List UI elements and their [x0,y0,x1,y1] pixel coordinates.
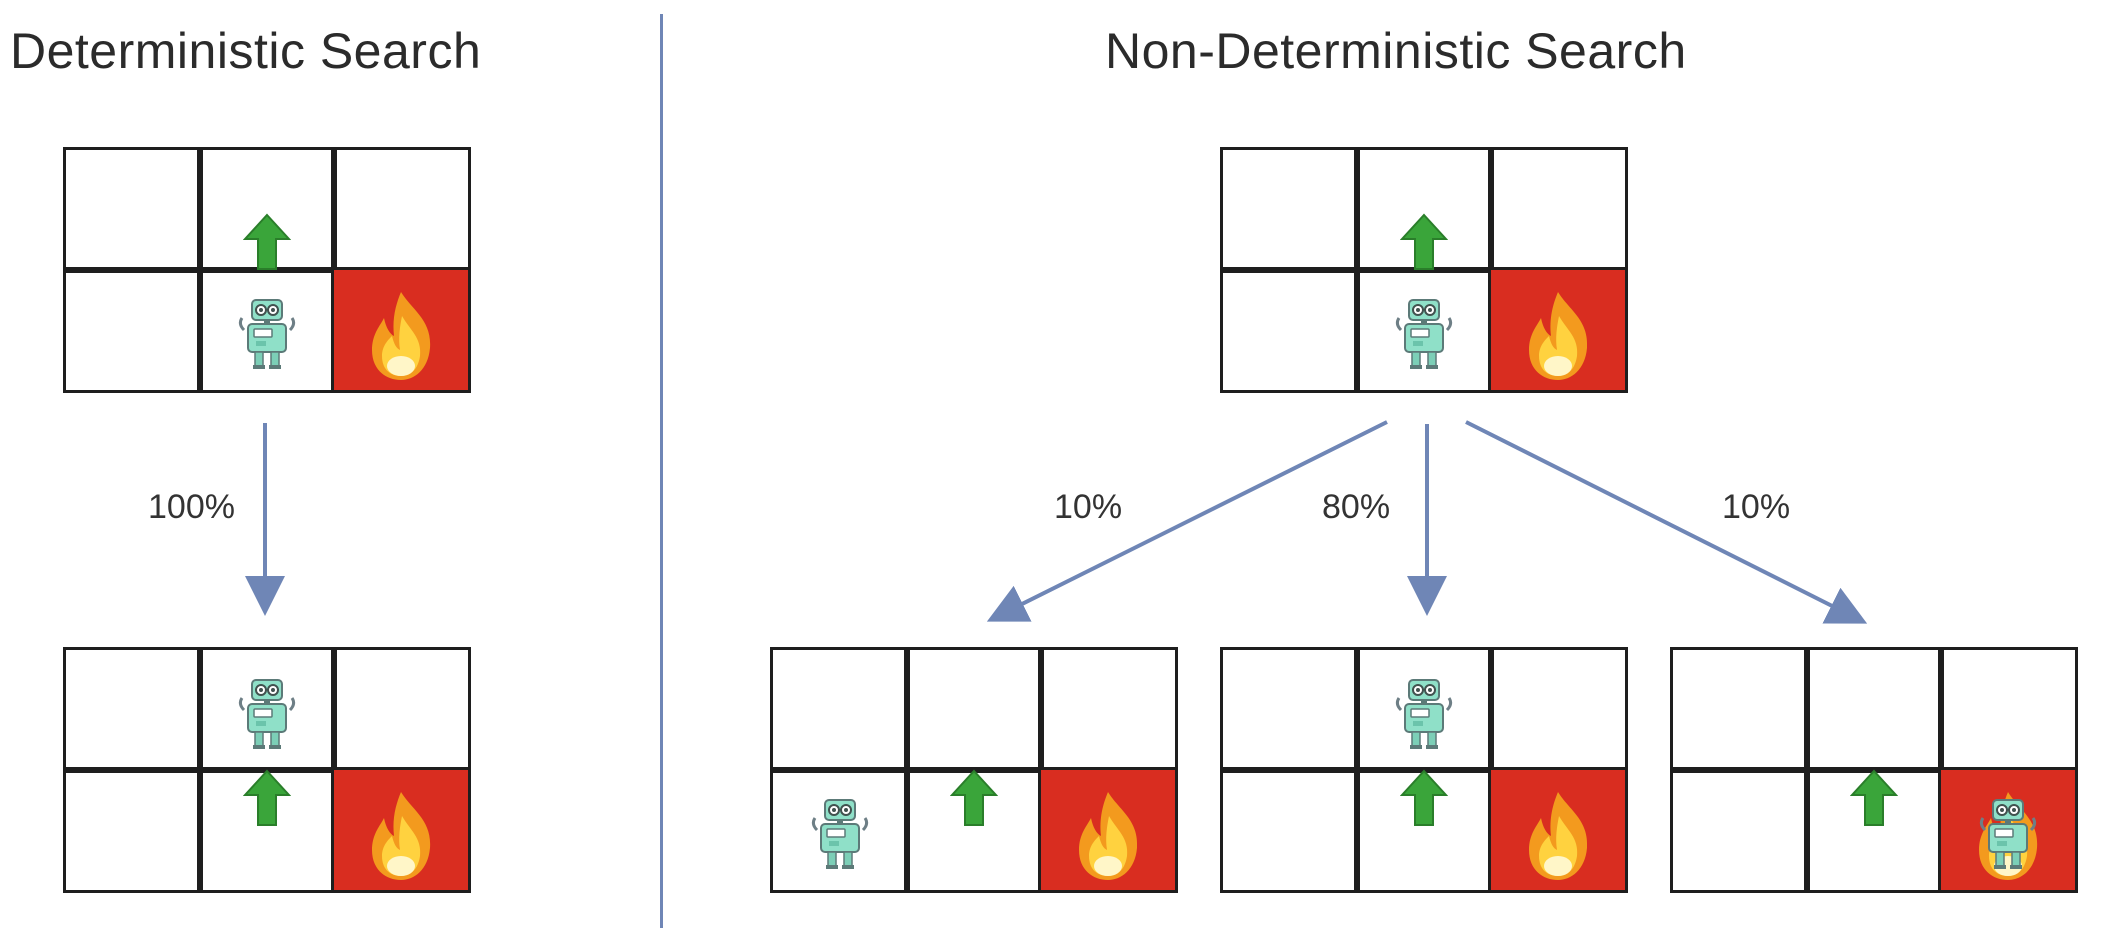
grid-cell [331,147,471,273]
grid-cell [63,267,203,393]
grid-det-result [63,647,471,893]
non-deterministic-search-title: Non-Deterministic Search [1105,23,1687,79]
grid-cell [1670,767,1810,893]
grid-cell [1220,147,1360,273]
deterministic-search-title: Deterministic Search [10,23,482,79]
grid-cell [1670,647,1810,773]
grid-cell [1220,267,1360,393]
grid-nd-left [770,647,1178,893]
grid-cell [1938,647,2078,773]
robot-icon [236,296,298,377]
fire-icon [360,790,442,887]
arrow-right-10 [1465,420,1868,624]
grid-cell [331,647,471,773]
fire-icon [1517,290,1599,387]
probability-left: 10% [1054,488,1123,526]
grid-cell [770,767,910,893]
grid-cell [1220,767,1360,893]
up-arrow-icon [949,769,999,832]
robot-icon [1977,796,2039,877]
grid-cell [63,647,203,773]
robot-icon [236,676,298,757]
up-arrow-icon [1849,769,1899,832]
probability-deterministic: 100% [148,488,235,526]
grid-cell [1220,647,1360,773]
fire-icon [1067,790,1149,887]
grid-cell [1804,647,1944,773]
grid-cell [1038,647,1178,773]
grid-cell [1488,647,1628,773]
grid-cell [1488,147,1628,273]
up-arrow-icon [242,213,292,276]
up-arrow-icon [1399,769,1449,832]
grid-cell [63,767,203,893]
grid-det-start [63,147,471,393]
robot-icon [1393,676,1455,757]
robot-icon [809,796,871,877]
section-divider [660,14,663,928]
grid-cell [770,647,910,773]
arrow-left-10 [986,420,1388,622]
up-arrow-icon [242,769,292,832]
fire-icon [1517,790,1599,887]
grid-nd-right [1670,647,2078,893]
grid-nd-start [1220,147,1628,393]
probability-center: 80% [1322,488,1391,526]
robot-icon [1393,296,1455,377]
grid-cell [904,647,1044,773]
grid-nd-center [1220,647,1628,893]
grid-cell [197,147,337,273]
probability-right: 10% [1722,488,1791,526]
up-arrow-icon [1399,213,1449,276]
grid-cell [63,147,203,273]
fire-icon [360,290,442,387]
grid-cell [1354,147,1494,273]
